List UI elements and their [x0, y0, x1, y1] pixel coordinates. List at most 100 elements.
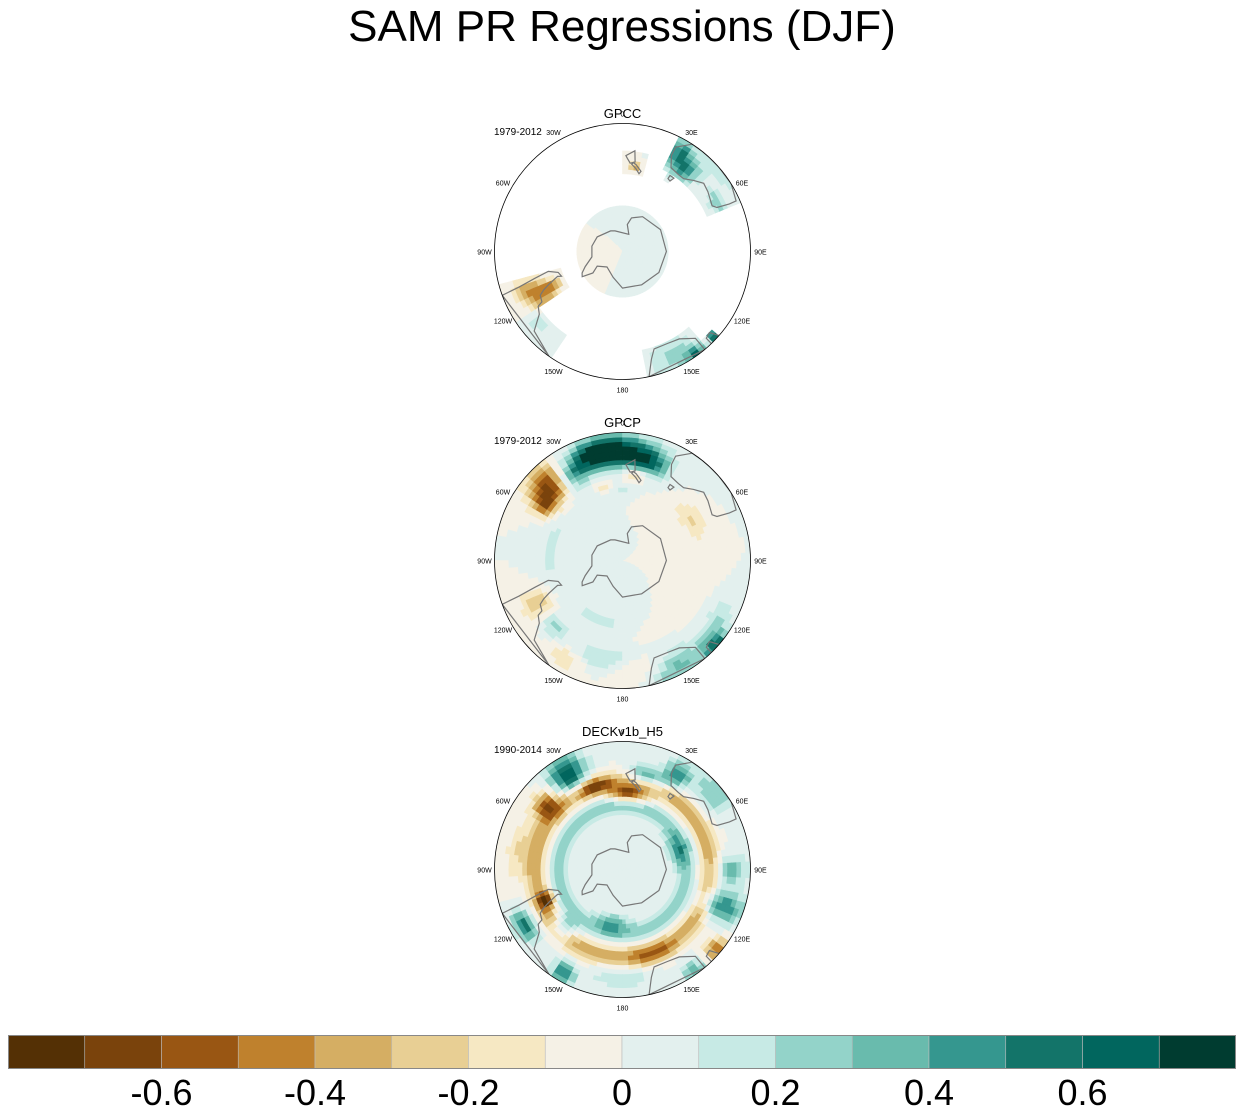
field-cell — [503, 552, 509, 561]
panel-deckv1b-h5: DECKv1b_H5 1990-2014 0 30E 60E 90E 120E 150E 1… — [470, 724, 775, 1041]
precip-field — [494, 741, 751, 998]
lon-label: 90E — [754, 250, 767, 257]
field-cell — [622, 619, 628, 625]
field-cell — [672, 563, 678, 569]
field-cell — [722, 553, 728, 561]
field-cell — [622, 678, 631, 685]
lon-label: 60E — [736, 181, 749, 188]
field-cell — [616, 468, 623, 475]
lon-label: 150E — [683, 678, 700, 685]
panel-period: 1979-2012 — [494, 436, 542, 447]
field-cell — [713, 553, 719, 561]
field-cell — [622, 432, 632, 438]
field-cell — [549, 555, 555, 561]
field-cell — [654, 869, 660, 873]
field-cell — [622, 232, 625, 239]
field-cell — [622, 519, 626, 525]
field-cell — [549, 560, 555, 566]
coastline — [581, 216, 668, 289]
field-cell — [658, 560, 664, 564]
field-cell — [740, 552, 747, 561]
lon-label: 150W — [544, 369, 563, 376]
field-cell — [654, 560, 660, 564]
field-cell — [498, 552, 505, 561]
field-cell — [614, 610, 620, 616]
field-cell — [535, 554, 541, 561]
field-cell — [686, 555, 692, 561]
field-cell — [494, 551, 500, 561]
field-cell — [521, 553, 528, 561]
field-cell — [617, 633, 623, 639]
field-cell — [676, 560, 683, 565]
field-cell — [690, 550, 696, 557]
field-cell — [614, 436, 623, 443]
field-cell — [619, 905, 623, 911]
field-cell — [686, 560, 692, 566]
field-cell — [622, 660, 630, 666]
field-cell — [614, 665, 623, 671]
field-cell — [736, 552, 742, 561]
field-cell — [622, 214, 626, 220]
field-cell — [616, 637, 623, 644]
field-cell — [658, 251, 664, 255]
panel-gpcc: GPCC 1979-2012 0 30E 60E 90E 120E 150E 180 150W… — [470, 106, 775, 423]
field-cell — [558, 560, 564, 566]
field-cell — [622, 551, 624, 557]
field-cell — [616, 477, 623, 484]
field-cell — [619, 601, 623, 607]
field-cell — [745, 551, 751, 561]
field-cell — [622, 514, 626, 520]
field-cell — [585, 248, 591, 252]
field-cell — [618, 605, 623, 612]
field-cell — [512, 560, 518, 569]
panel-period: 1979-2012 — [494, 127, 542, 138]
field-cell — [619, 287, 623, 293]
field-cell — [690, 555, 696, 561]
field-cell — [625, 500, 631, 507]
field-cell — [622, 541, 625, 548]
field-cell — [622, 674, 631, 680]
field-cell — [622, 450, 631, 456]
lon-label: 180 — [617, 697, 629, 704]
coastline — [667, 174, 675, 182]
field-cell — [626, 628, 633, 634]
field-cell — [615, 660, 623, 666]
field-cell — [622, 850, 625, 857]
field-cell — [622, 496, 628, 502]
lon-label: 180 — [617, 388, 629, 395]
lon-label: 0 — [621, 421, 625, 428]
field-cell — [626, 496, 632, 502]
field-cell — [676, 563, 683, 569]
field-cell — [622, 841, 625, 848]
field-cell — [622, 669, 631, 676]
precip-field — [494, 432, 751, 689]
field-cell — [615, 651, 623, 657]
field-cell — [649, 560, 655, 563]
field-cell — [535, 560, 541, 567]
coastline — [501, 270, 563, 357]
lon-label: 60E — [736, 490, 749, 497]
field-cell — [699, 560, 706, 567]
field-cell — [622, 832, 626, 838]
field-cell — [614, 450, 623, 456]
field-cell — [622, 633, 628, 639]
field-cell — [685, 564, 692, 570]
field-cell — [622, 509, 627, 516]
field-cell — [494, 560, 500, 570]
field-cell — [681, 564, 687, 570]
field-cell — [622, 624, 628, 630]
field-cell — [619, 292, 623, 298]
field-cell — [612, 632, 619, 639]
lon-label: 60W — [496, 181, 511, 188]
field-cell — [622, 646, 629, 653]
field-cell — [699, 565, 705, 572]
field-cell — [722, 560, 728, 568]
field-cell — [614, 674, 623, 680]
field-cell — [622, 445, 631, 452]
field-cell — [708, 560, 715, 567]
field-cell — [690, 560, 696, 566]
field-cell — [498, 560, 505, 569]
field-cell — [622, 532, 625, 539]
field-cell — [740, 560, 747, 569]
